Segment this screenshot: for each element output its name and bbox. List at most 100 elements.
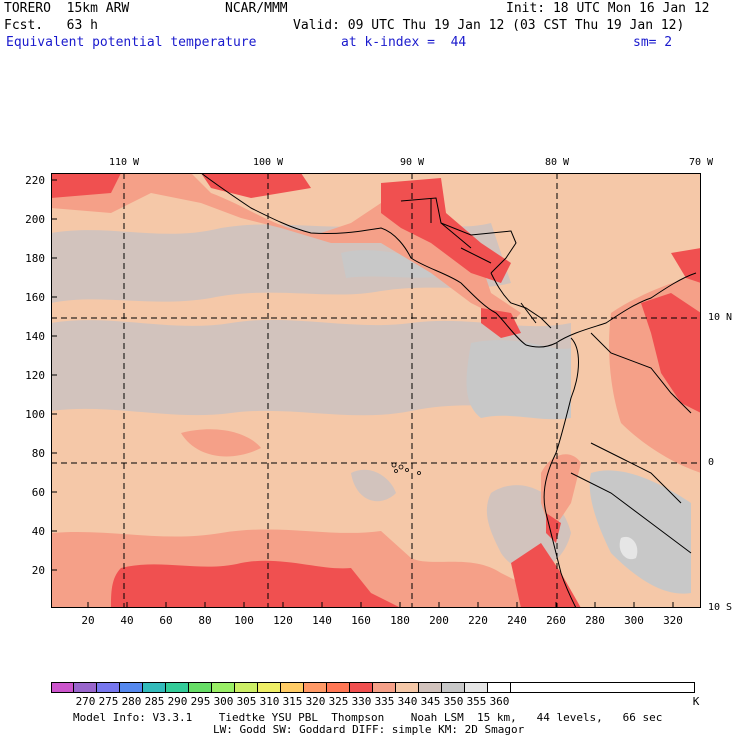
colorbar-label: 290 [167,695,188,708]
colorbar-swatch [327,682,350,693]
colorbar [51,682,511,693]
x-tick-label: 260 [546,614,566,627]
x-tick-label: 160 [351,614,371,627]
y-tick-label: 20 [31,564,45,577]
colorbar-label: 295 [190,695,211,708]
x-tick-label: 20 [81,614,95,627]
lon-label: 70 W [688,157,714,168]
colorbar-label: 325 [328,695,349,708]
lon-label: 100 W [252,157,284,168]
colorbar-swatch [235,682,258,693]
coastline-south-america [543,272,697,609]
field-patch-cool [351,469,396,502]
colorbar-swatch [488,682,511,693]
lon-label: 90 W [399,157,425,168]
theta-e-map [51,172,701,609]
colorbar-label: 300 [213,695,234,708]
y-tick-label: 60 [31,486,45,499]
forecast-hour: Fcst. 63 h [4,18,98,33]
init-time: Init: 18 UTC Mon 16 Jan 12 [506,1,710,16]
field-hot-south [511,543,581,608]
valid-time: Valid: 09 UTC Thu 19 Jan 12 (03 CST Thu … [293,18,685,33]
colorbar-swatch [281,682,304,693]
field-hot-top [201,173,311,198]
galapagos-islands [391,462,421,475]
coastlines [200,172,697,609]
colorbar-swatch [51,682,74,693]
model-title: TORERO 15km ARW [4,1,130,16]
colorbar-swatch [465,682,488,693]
colorbar-label: 340 [397,695,418,708]
y-tick-label: 140 [25,330,45,343]
colorbar-swatch [189,682,212,693]
x-tick-label: 320 [663,614,683,627]
graticule [51,173,701,608]
colorbar-unit: K [692,695,700,708]
y-tick-label: 120 [25,369,45,382]
x-tick-label: 40 [120,614,134,627]
colorbar-label: 330 [351,695,372,708]
colorbar-swatch [258,682,281,693]
y-tick-label: 80 [31,447,45,460]
organization: NCAR/MMM [225,1,288,16]
field-patch-cool [589,470,691,594]
x-tick-label: 80 [198,614,212,627]
model-info-line2: LW: Godd SW: Goddard DIFF: simple KM: 2D… [213,723,525,736]
y-tick-label: 160 [25,291,45,304]
colorbar-swatch [74,682,97,693]
lon-label: 110 W [108,157,140,168]
colorbar-swatch [373,682,396,693]
colorbar-label: 355 [466,695,487,708]
lat-label: 10 N [708,312,733,323]
x-tick-label: 280 [585,614,605,627]
y-tick-label: 180 [25,252,45,265]
coastline-yucatan [400,197,517,274]
colorbar-swatch [120,682,143,693]
colorbar-label: 350 [443,695,464,708]
coastline-mexico [200,172,557,348]
y-tick-label: 100 [25,408,45,421]
colorbar-label: 285 [144,695,165,708]
field-hot-sa [641,293,701,413]
model-info-line1: Model Info: V3.3.1 Tiedtke YSU PBL Thomp… [73,711,663,724]
colorbar-label: 275 [98,695,119,708]
colorbar-label: 305 [236,695,257,708]
x-tick-label: 180 [390,614,410,627]
coastline-caribbean [490,272,552,329]
field-patch-coolest [619,536,638,560]
x-tick-label: 100 [234,614,254,627]
x-tick-label: 120 [273,614,293,627]
field-hot-south [111,560,401,608]
colorbar-label: 315 [282,695,303,708]
colorbar-label: 270 [75,695,96,708]
field-patch-warm [181,429,261,457]
field-hot-top [51,173,121,198]
colorbar-swatch [304,682,327,693]
field-warm-coast [541,454,581,533]
lon-label: 80 W [544,157,570,168]
x-tick-label: 60 [159,614,173,627]
colorbar-border [51,682,695,693]
colorbar-swatch [419,682,442,693]
lat-label: 10 S [708,602,733,613]
border-lines [430,198,692,554]
field-name: Equivalent potential temperature [6,35,257,50]
colorbar-swatch [212,682,235,693]
field-patch-cool [466,340,571,420]
y-tick-label: 200 [25,213,45,226]
lat-label: 0 [708,457,715,468]
colorbar-swatch [442,682,465,693]
level-info: at k-index = 44 [341,35,467,50]
field-band-grey-mid [51,319,571,416]
x-tick-label: 300 [624,614,644,627]
smoothing-info: sm= 2 [633,35,673,50]
colorbar-label: 360 [489,695,510,708]
x-tick-label: 140 [312,614,332,627]
colorbar-label: 335 [374,695,395,708]
y-tick-label: 40 [31,525,45,538]
colorbar-swatch [97,682,120,693]
x-tick-label: 220 [468,614,488,627]
colorbar-label: 345 [420,695,441,708]
colorbar-swatch [143,682,166,693]
colorbar-swatch [166,682,189,693]
